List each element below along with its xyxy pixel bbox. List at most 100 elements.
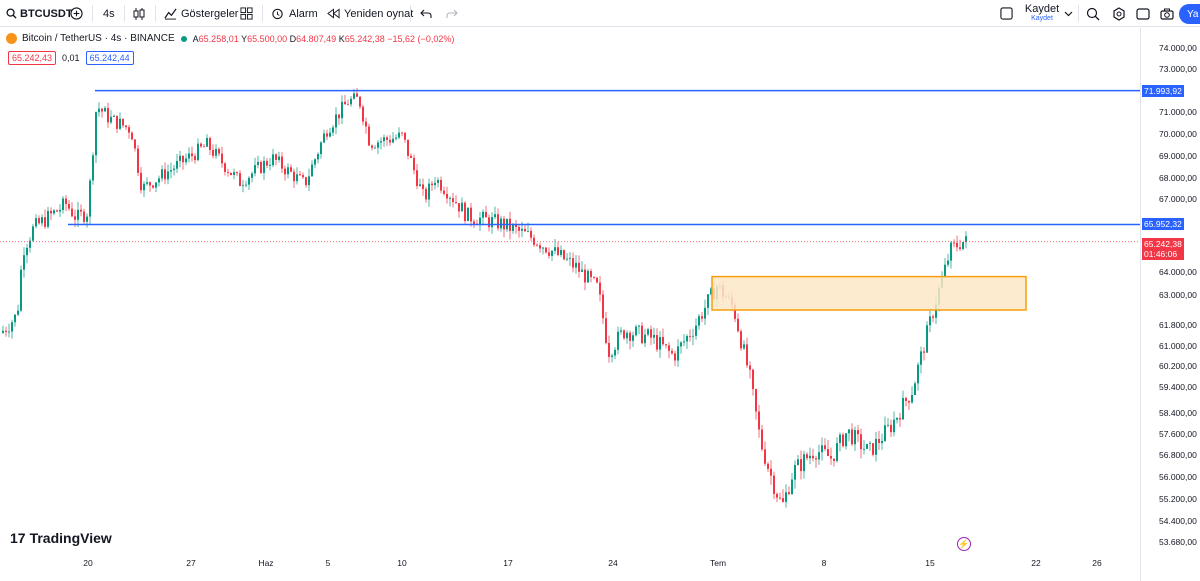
save-menu-button[interactable] — [1064, 0, 1073, 27]
save-sublabel: Kaydet — [1031, 14, 1053, 22]
candle-body — [560, 250, 562, 255]
candle-body — [134, 139, 136, 149]
time-axis-label: Haz — [258, 558, 274, 568]
replay-button[interactable]: Yeniden oynat — [327, 0, 413, 27]
top-toolbar: BTCUSDT 4s Göstergeler Alarm Yeniden oyn… — [0, 0, 1200, 27]
candle-body — [29, 240, 31, 248]
candle-body — [851, 429, 853, 445]
quick-search-button[interactable] — [1086, 0, 1100, 27]
candle-body — [143, 183, 145, 191]
toolbar-divider — [262, 5, 263, 22]
candle-body — [854, 430, 856, 445]
candle-body — [908, 400, 910, 403]
candle-body — [893, 419, 895, 433]
candle-body — [608, 342, 610, 357]
ask-price[interactable]: 65.242,44 — [85, 51, 134, 65]
candle-body — [734, 304, 736, 319]
candle-body — [365, 121, 367, 127]
candle-body — [47, 210, 49, 227]
candle-body — [461, 202, 463, 212]
candle-body — [482, 211, 484, 218]
candle-body — [809, 455, 811, 459]
candle-body — [497, 214, 499, 229]
chart-pane[interactable] — [0, 28, 1140, 581]
save-button[interactable]: Kaydet Kaydet — [1022, 0, 1062, 27]
indicators-button[interactable]: Göstergeler — [164, 0, 238, 27]
candle-body — [413, 157, 415, 171]
candle-body — [572, 258, 574, 268]
close-key: K — [338, 33, 345, 44]
candle-body — [527, 230, 529, 232]
candle-body — [683, 341, 685, 343]
time-axis-label: Tem — [709, 558, 727, 568]
candle-body — [824, 445, 826, 450]
bid-price[interactable]: 65.242,43 — [8, 51, 57, 65]
candle-body — [113, 115, 115, 117]
candle-body — [911, 394, 913, 403]
candle-body — [644, 334, 646, 344]
candle-body — [656, 334, 658, 350]
price-axis[interactable]: 71.993,92 65.952,32 65.242,38 01:46:06 7… — [1140, 28, 1200, 581]
candle-body — [812, 455, 814, 459]
candle-body — [443, 190, 445, 194]
candle-body — [485, 211, 487, 218]
candle-body — [494, 214, 496, 218]
chart-type-button[interactable] — [132, 0, 146, 27]
undo-button[interactable] — [420, 0, 432, 27]
candle-body — [623, 330, 625, 339]
candle-body — [107, 108, 109, 123]
candle-body — [287, 167, 289, 175]
candle-body — [17, 310, 19, 315]
compare-button[interactable] — [70, 0, 83, 27]
candle-body — [209, 138, 211, 150]
symbol-legend[interactable]: Bitcoin / TetherUS · 4s · BINANCE A65.25… — [6, 33, 454, 44]
time-axis[interactable]: 20 27 Haz 5 10 17 24 Tem 8 15 22 26 — [0, 555, 1140, 581]
candle-body — [176, 160, 178, 169]
candle-body — [212, 149, 214, 156]
lightning-icon[interactable]: ⚡ — [957, 537, 971, 551]
publish-button[interactable]: Ya — [1179, 4, 1200, 24]
candle-body — [470, 207, 472, 222]
candle-body — [677, 346, 679, 361]
candle-body — [794, 464, 796, 480]
candlestick-chart[interactable] — [0, 28, 1140, 581]
candle-body — [356, 93, 358, 97]
candle-body — [38, 218, 40, 224]
fullscreen-button[interactable] — [1136, 0, 1150, 27]
candle-body — [119, 118, 121, 129]
candle-body — [659, 336, 661, 350]
resistance-price-tag: 71.993,92 — [1142, 84, 1184, 97]
candle-body — [566, 258, 568, 260]
settings-button[interactable] — [1112, 0, 1126, 27]
candle-body — [818, 452, 820, 460]
candle-body — [233, 172, 235, 176]
layout-square-button[interactable] — [1000, 0, 1013, 27]
demand-zone-rect[interactable] — [711, 275, 1027, 311]
candle-body — [302, 175, 304, 178]
symbol-label: BTCUSDT — [20, 7, 73, 20]
candle-body — [194, 156, 196, 161]
snapshot-button[interactable] — [1160, 0, 1174, 27]
candle-body — [743, 344, 745, 349]
alarm-button[interactable]: Alarm — [271, 0, 318, 27]
candle-body — [395, 137, 397, 139]
candle-body — [791, 479, 793, 494]
candle-body — [431, 183, 433, 186]
candle-body — [524, 228, 526, 232]
price-axis-label: 68.000,00 — [1159, 173, 1197, 183]
candle-body — [215, 148, 217, 156]
candle-body — [152, 185, 154, 188]
time-axis-label: 5 — [325, 558, 331, 568]
candle-body — [329, 132, 331, 137]
layouts-button[interactable] — [240, 0, 253, 27]
candle-body — [293, 171, 295, 182]
candle-body — [353, 93, 355, 99]
time-axis-label: 27 — [186, 558, 196, 568]
candle-body — [962, 242, 964, 249]
candle-body — [392, 138, 394, 143]
candle-body — [263, 160, 265, 173]
redo-button[interactable] — [446, 0, 458, 27]
interval-button[interactable]: 4s — [103, 0, 115, 27]
candle-body — [104, 108, 106, 112]
symbol-search[interactable]: BTCUSDT — [6, 0, 73, 27]
